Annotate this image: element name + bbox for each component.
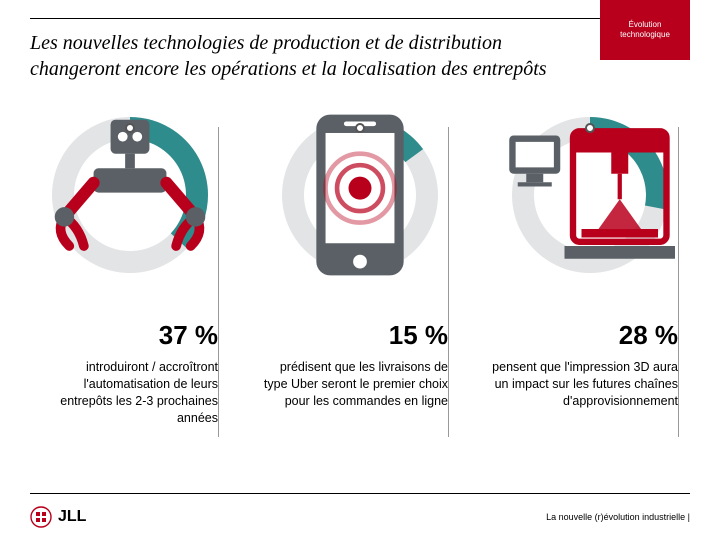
desc-2: pensent que l'impression 3D aura un impa… [490,359,690,410]
top-rule [30,18,690,19]
desc-0: introduiront / accroîtront l'automatisat… [30,359,230,427]
tag-line2: technologique [620,30,670,39]
footer-text: La nouvelle (r)évolution industrielle | [546,512,690,522]
donut-1 [275,110,445,280]
vline-2 [678,127,679,437]
chart-col-2: 28 % pensent que l'impression 3D aura un… [490,110,690,427]
bottom-rule [30,493,690,494]
donut-0 [45,110,215,280]
robot-icon [45,110,215,280]
printer3d-icon [505,110,675,280]
desc-1: prédisent que les livraisons de type Ube… [260,359,460,410]
pct-1: 15 % [260,320,460,351]
vline-1 [448,127,449,437]
donut-2 [505,110,675,280]
logo-icon [30,506,52,528]
logo: JLL [30,506,86,528]
chart-col-0: 37 % introduiront / accroîtront l'automa… [30,110,230,427]
phone-icon [275,110,445,280]
donut-marker-1 [355,123,365,133]
pct-2: 28 % [490,320,690,351]
donut-marker-2 [585,123,595,133]
charts-row: 37 % introduiront / accroîtront l'automa… [30,110,690,427]
donut-marker-0 [125,123,135,133]
category-tag: Évolution technologique [600,0,690,60]
pct-0: 37 % [30,320,230,351]
chart-col-1: 15 % prédisent que les livraisons de typ… [260,110,460,427]
headline: Les nouvelles technologies de production… [30,30,580,82]
tag-line1: Évolution [629,20,662,29]
logo-text: JLL [58,508,86,526]
vline-0 [218,127,219,437]
